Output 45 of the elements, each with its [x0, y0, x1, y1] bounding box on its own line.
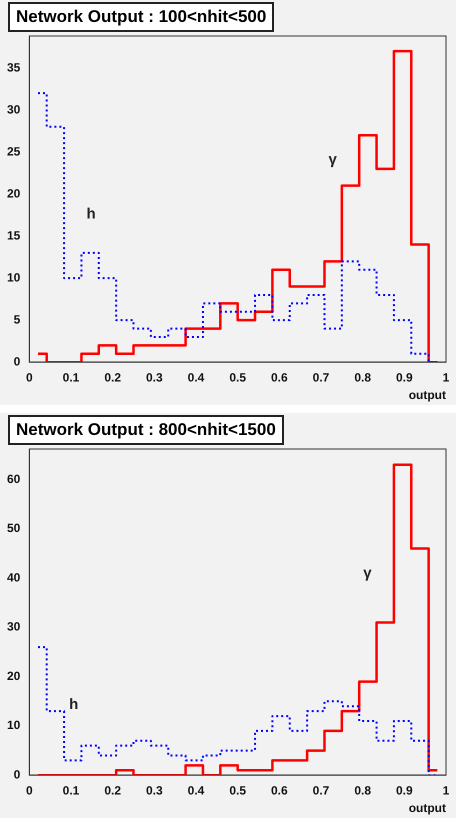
x-tick-label: 0.3 [146, 370, 164, 385]
y-tick-label: 60 [6, 472, 21, 486]
y-tick-label: 15 [6, 228, 21, 242]
series-label: γ [328, 151, 338, 168]
y-tick-label: 0 [14, 768, 21, 782]
series-label: γ [363, 564, 372, 582]
chart-title: Network Output : 100<nhit<500 [8, 2, 274, 32]
x-tick-label: 0.9 [396, 370, 413, 385]
y-tick-label: 35 [6, 60, 21, 74]
y-tick-label: 40 [6, 570, 21, 584]
x-tick-label: 0.8 [354, 784, 372, 798]
y-tick-label: 10 [6, 718, 21, 732]
x-tick-label: 0 [26, 784, 34, 798]
x-tick-label: 0.2 [104, 370, 122, 385]
x-tick-label: 0.1 [62, 370, 80, 385]
y-tick-label: 25 [6, 144, 21, 158]
y-tick-label: 50 [6, 521, 21, 536]
x-axis-title: output [408, 801, 446, 816]
x-tick-label: 0.6 [270, 370, 288, 385]
x-tick-label: 0.1 [62, 784, 80, 798]
y-tick-label: 0 [14, 354, 21, 369]
x-tick-label: 0.7 [312, 370, 330, 385]
x-tick-label: 0 [26, 370, 34, 385]
x-tick-label: 1 [442, 784, 450, 798]
x-tick-label: 0.4 [188, 370, 205, 385]
x-tick-label: 1 [442, 370, 450, 385]
x-tick-label: 0.6 [270, 784, 288, 798]
x-tick-label: 0.5 [229, 784, 246, 798]
y-tick-label: 30 [6, 102, 21, 116]
chart-title: Network Output : 800<nhit<1500 [8, 415, 284, 445]
x-tick-label: 0.8 [354, 370, 372, 385]
series-label: h [86, 205, 96, 222]
y-tick-label: 5 [14, 312, 21, 326]
x-axis-title: output [408, 388, 446, 402]
y-tick-label: 30 [6, 620, 21, 634]
x-tick-label: 0.9 [396, 784, 413, 798]
x-tick-label: 0.4 [188, 784, 205, 798]
y-tick-label: 20 [6, 186, 21, 200]
x-tick-label: 0.7 [312, 784, 330, 798]
y-tick-label: 20 [6, 668, 21, 683]
series-label: h [69, 696, 78, 713]
x-tick-label: 0.5 [229, 370, 246, 385]
x-tick-label: 0.3 [146, 784, 164, 798]
y-tick-label: 10 [6, 270, 21, 284]
x-tick-label: 0.2 [104, 784, 122, 798]
